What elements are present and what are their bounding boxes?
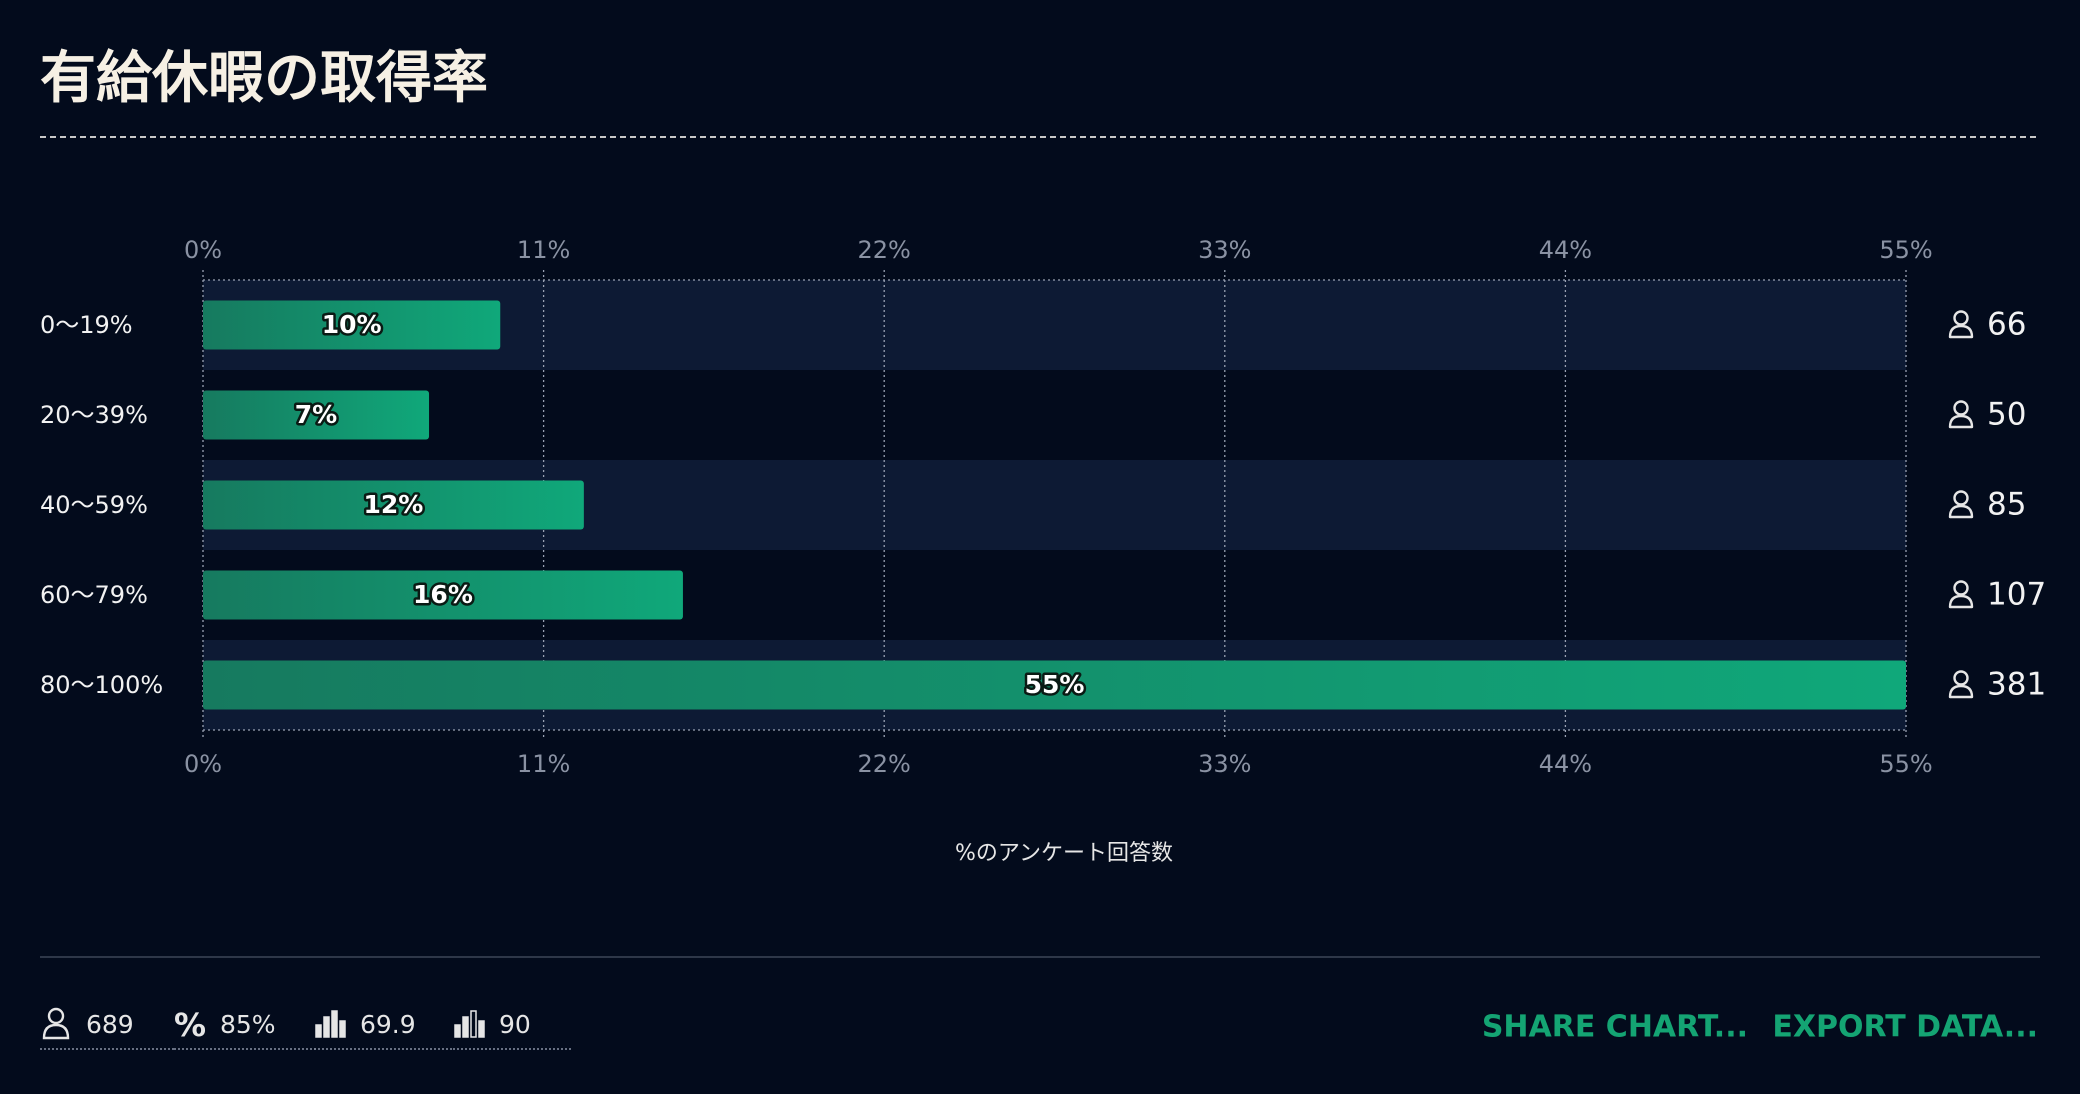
x-tick-label-bottom: 55% [1879,750,1932,778]
x-tick-label-bottom: 11% [517,750,570,778]
x-tick-label-top: 55% [1879,236,1932,264]
footer-stat: 90 [499,1010,531,1039]
category-label: 60〜79% [40,581,148,609]
person-icon [1953,670,1969,686]
stat-icon [315,1024,322,1038]
footer-action[interactable]: SHARE CHART... [1482,1010,1748,1045]
x-tick-label-bottom: 33% [1198,750,1251,778]
footer-stat: 85% [220,1010,276,1039]
x-tick-label-top: 0% [184,236,222,264]
stat-icon [47,1007,65,1025]
bar-value-label: 10% [322,310,382,339]
category-label: 20〜39% [40,401,148,429]
x-tick-label-bottom: 0% [184,750,222,778]
bar [203,300,501,350]
x-axis-label: %のアンケート回答数 [955,841,1173,866]
response-count: 381 [1987,667,2046,703]
chart-title: 有給休暇の取得率 [40,46,488,111]
footer-stat: 69.9 [360,1010,416,1039]
x-tick-label-top: 22% [858,236,911,264]
person-icon [1948,324,1974,339]
stat-icon [454,1024,461,1038]
person-icon [1953,490,1969,506]
bar-value-label: 16% [413,580,473,609]
stat-icon: % [174,1006,206,1044]
x-tick-label-top: 33% [1198,236,1251,264]
response-count: 50 [1987,397,2026,433]
stat-icon [339,1020,346,1038]
category-label: 40〜59% [40,491,148,519]
stat-icon [323,1016,330,1038]
person-icon [1948,594,1974,609]
bar [203,570,683,620]
response-count: 107 [1987,577,2046,613]
response-count: 85 [1987,487,2026,523]
category-label: 80〜100% [40,671,163,699]
response-count: 66 [1987,307,2026,343]
person-icon [1953,400,1969,416]
category-label: 0〜19% [40,311,133,339]
footer: 689% 85% 69.9 90 SHARE CHART... EXPORT DATA..… [40,1006,2038,1050]
stat-icon [462,1016,469,1038]
bar [203,480,584,530]
footer-action[interactable]: EXPORT DATA... [1772,1010,2038,1045]
person-icon [1953,310,1969,326]
stat-icon [42,1023,70,1040]
bar-value-label: 12% [364,490,424,519]
bar [203,660,1906,710]
person-icon [1948,414,1974,429]
x-tick-label-top: 11% [517,236,570,264]
bar [203,390,430,440]
person-icon [1948,504,1974,519]
bar-value-label: 7% [295,400,337,429]
stat-icon [470,1010,477,1038]
x-tick-label-bottom: 22% [858,750,911,778]
stat-icon [478,1020,485,1038]
footer-stat: 689 [86,1010,134,1039]
person-icon [1948,684,1974,699]
x-tick-label-top: 44% [1539,236,1592,264]
bar-value-label: 55% [1025,670,1085,699]
person-icon [1953,580,1969,596]
stat-icon [331,1010,338,1038]
row-band [203,370,1906,460]
x-tick-label-bottom: 44% [1539,750,1592,778]
